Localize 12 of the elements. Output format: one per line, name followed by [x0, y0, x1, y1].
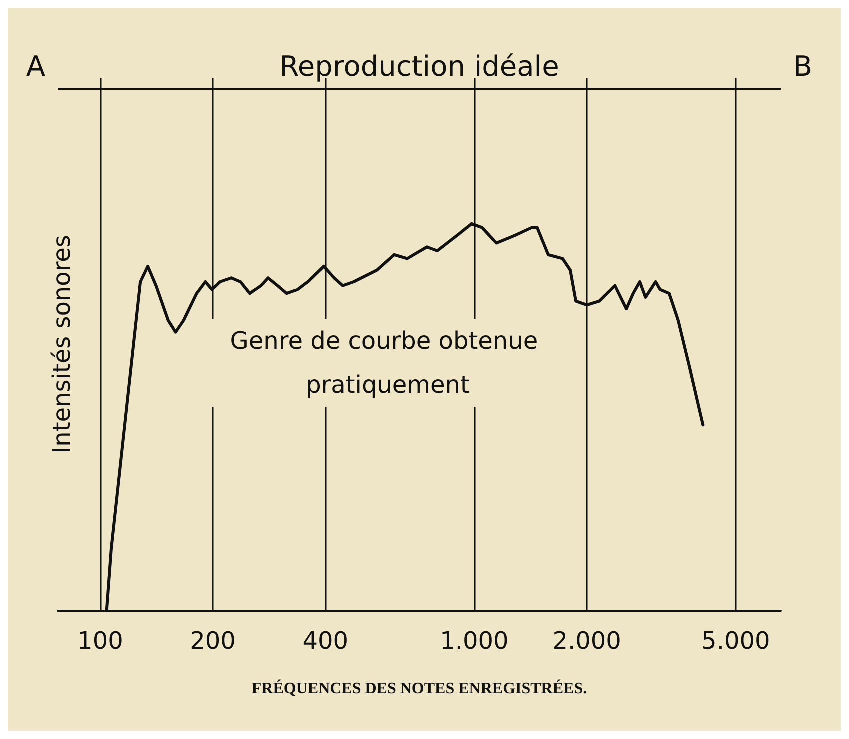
x-tick-label: 2.000	[552, 627, 622, 655]
x-tick-label: 5.000	[702, 627, 770, 655]
ref-line-label: Reproduction idéale	[280, 50, 560, 83]
x-tick-label: 1.000	[440, 627, 509, 655]
x-tick-label: 200	[190, 627, 236, 655]
y-axis-title: Intensités sonores	[48, 235, 76, 454]
x-axis-title: FRÉQUENCES DES NOTES ENREGISTRÉES.	[252, 680, 588, 698]
annotation: Genre de courbe obtenue pratiquement	[230, 327, 546, 399]
x-tick-label: 100	[78, 627, 124, 655]
annotation: A	[26, 50, 46, 83]
annotation: B	[793, 50, 813, 83]
x-tick-label: 400	[302, 627, 349, 655]
